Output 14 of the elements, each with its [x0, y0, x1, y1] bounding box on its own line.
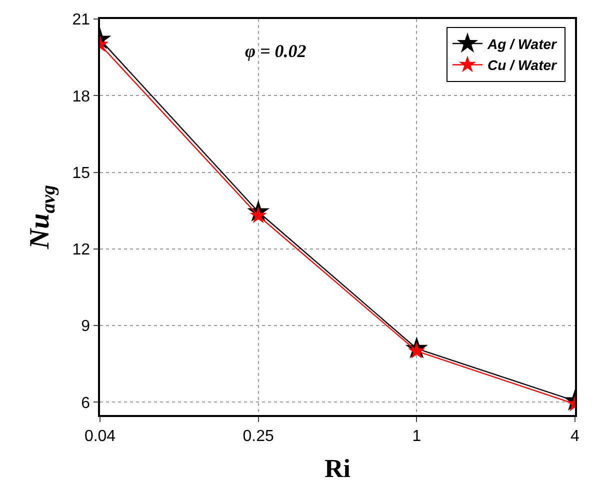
y-tick-label: 9 [81, 318, 90, 336]
annotation: φ = 0.02 [245, 41, 306, 61]
x-tick-label: 1 [412, 428, 422, 445]
x-tick-label: 0.25 [242, 428, 274, 445]
y-tick-label: 12 [72, 242, 90, 259]
y-tick-label: 18 [72, 88, 90, 106]
y-tick-label: 21 [72, 12, 90, 29]
x-tick-label: 4 [570, 428, 580, 445]
y-tick-label: 6 [81, 394, 90, 412]
legend-label: Cu / Water [488, 57, 558, 74]
y-tick-label: 15 [72, 164, 90, 182]
x-axis-title: Ri [324, 454, 350, 484]
legend-label: Ag / Water [486, 36, 558, 52]
x-tick-label: 0.04 [84, 428, 116, 445]
